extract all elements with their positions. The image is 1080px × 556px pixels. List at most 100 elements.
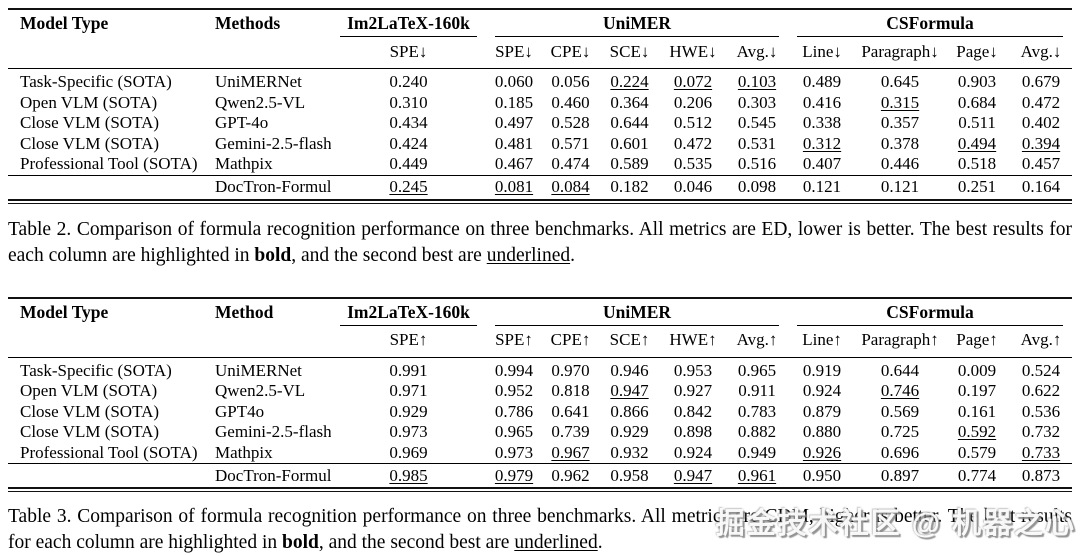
value-cell: 0.357 xyxy=(880,113,920,133)
value-cell: 0.518 xyxy=(957,154,997,174)
table-row-doctron: DocTron-Formula 0.245 0.081 0.084 0.182 … xyxy=(8,174,1073,199)
value-cell: 0.786 xyxy=(494,401,534,421)
value-cell: 0.947 xyxy=(610,381,649,401)
value-cell: 0.121 xyxy=(856,174,945,199)
value-cell: 0.589 xyxy=(610,154,649,174)
metric-header-page: Page↓ xyxy=(944,38,1011,69)
table-2-caption: Table 2. Comparison of formula recogniti… xyxy=(8,217,1072,269)
model-type-cell: Professional Tool (SOTA) xyxy=(20,442,198,462)
value-cell: 0.746 xyxy=(880,381,920,401)
value-cell: 0.947 xyxy=(660,463,726,487)
table-row: Open VLM (SOTA) Qwen2.5-VL 0.310 0.185 0… xyxy=(8,93,1072,114)
value-cell: 0.961 xyxy=(726,463,789,487)
empty-header-cell xyxy=(8,38,203,69)
table-3-block: Model Type Method Im2LaTeX-160k UniMER C… xyxy=(8,296,1073,492)
table-row: Professional Tool (SOTA) Mathpix 0.449 0… xyxy=(8,154,1072,175)
metric-header-hwe: HWE↓ xyxy=(660,38,726,69)
value-cell: 0.973 xyxy=(494,442,534,462)
metric-header-spe: SPE↑ xyxy=(331,326,486,358)
metric-header-line: Line↑ xyxy=(788,326,857,358)
caption-text: , and the second best are xyxy=(318,532,515,553)
caption-bold-word: bold xyxy=(282,532,319,553)
model-type-cell: Open VLM (SOTA) xyxy=(20,381,158,401)
table-row: Professional Tool (SOTA) Mathpix 0.969 0… xyxy=(8,443,1072,464)
method-cell: Gemini-2.5-flash xyxy=(215,422,331,442)
table-row: Close VLM (SOTA) GPT-4o 0.434 0.497 0.52… xyxy=(8,113,1072,134)
value-cell: 0.994 xyxy=(494,360,534,380)
value-cell: 0.926 xyxy=(802,442,842,462)
model-type-cell: Close VLM (SOTA) xyxy=(20,113,160,133)
value-cell: 0.338 xyxy=(802,113,842,133)
model-type-cell: Close VLM (SOTA) xyxy=(20,422,160,442)
group-header-unimer: UniMER xyxy=(486,10,788,38)
value-cell: 0.929 xyxy=(610,422,649,442)
value-cell: 0.985 xyxy=(331,463,486,487)
col-header-model-type: Model Type xyxy=(20,13,109,33)
value-cell: 0.897 xyxy=(856,463,945,487)
value-cell: 0.424 xyxy=(389,133,428,153)
value-cell: 0.962 xyxy=(542,463,599,487)
value-cell: 0.641 xyxy=(551,401,590,421)
value-cell: 0.161 xyxy=(957,401,997,421)
value-cell: 0.472 xyxy=(673,133,713,153)
method-cell: GPT-4o xyxy=(215,113,269,133)
value-cell: 0.312 xyxy=(802,133,842,153)
value-cell: 0.644 xyxy=(610,113,649,133)
value-cell: 0.644 xyxy=(880,360,920,380)
value-cell: 0.991 xyxy=(389,360,428,380)
method-cell: UniMERNet xyxy=(215,72,302,92)
table-row: Close VLM (SOTA) GPT4o 0.929 0.786 0.641… xyxy=(8,402,1072,423)
value-cell: 0.911 xyxy=(738,381,776,401)
metric-header-sce: SCE↓ xyxy=(599,38,660,69)
value-cell: 0.460 xyxy=(551,92,590,112)
value-cell: 0.164 xyxy=(1010,174,1073,199)
col-header-methods: Methods xyxy=(215,13,281,33)
value-cell: 0.474 xyxy=(551,154,590,174)
metric-header-avg: Avg.↓ xyxy=(1010,38,1073,69)
table-2-bottom-rule xyxy=(8,198,1072,204)
model-type-cell: Close VLM (SOTA) xyxy=(20,133,160,153)
value-cell: 0.098 xyxy=(726,174,789,199)
metric-header-avg: Avg.↓ xyxy=(726,38,789,69)
value-cell: 0.009 xyxy=(957,360,997,380)
value-cell: 0.528 xyxy=(551,113,590,133)
metric-header-cpe: CPE↑ xyxy=(542,326,599,358)
table-3-bottom-rule xyxy=(8,487,1072,492)
model-type-cell: Task-Specific (SOTA) xyxy=(20,72,172,92)
value-cell: 0.601 xyxy=(610,133,649,153)
value-cell: 0.545 xyxy=(737,113,777,133)
table-row: Task-Specific (SOTA) UniMERNet 0.240 0.0… xyxy=(8,69,1072,93)
value-cell: 0.696 xyxy=(880,442,920,462)
value-cell: 0.979 xyxy=(486,463,542,487)
caption-underlined-word: underlined xyxy=(514,532,598,553)
method-cell: Gemini-2.5-flash xyxy=(215,133,331,153)
value-cell: 0.592 xyxy=(957,422,997,442)
site-watermark: 掘金技术社区 @ 机器之心 xyxy=(715,508,1076,540)
value-cell: 0.732 xyxy=(1021,422,1061,442)
metric-header-spe: SPE↓ xyxy=(486,38,542,69)
value-cell: 0.084 xyxy=(542,174,599,199)
value-cell: 0.535 xyxy=(673,154,713,174)
value-cell: 0.924 xyxy=(802,381,842,401)
metric-header-page: Page↑ xyxy=(944,326,1011,358)
value-cell: 0.497 xyxy=(494,113,534,133)
value-cell: 0.622 xyxy=(1021,381,1061,401)
value-cell: 0.449 xyxy=(389,154,428,174)
table-2: Model Type Methods Im2LaTeX-160k UniMER … xyxy=(8,10,1073,199)
value-cell: 0.880 xyxy=(802,422,842,442)
value-cell: 0.774 xyxy=(944,463,1011,487)
value-cell: 0.182 xyxy=(599,174,660,199)
value-cell: 0.579 xyxy=(957,442,997,462)
value-cell: 0.882 xyxy=(737,422,777,442)
metric-header-sce: SCE↑ xyxy=(599,326,660,358)
value-cell: 0.060 xyxy=(494,72,534,92)
value-cell: 0.197 xyxy=(957,381,997,401)
method-cell: DocTron-Formula xyxy=(203,463,331,487)
metric-header-spe: SPE↓ xyxy=(331,38,486,69)
empty-header-cell xyxy=(8,326,203,358)
value-cell: 0.919 xyxy=(802,360,842,380)
value-cell: 0.185 xyxy=(494,92,534,112)
value-cell: 0.524 xyxy=(1021,360,1061,380)
caption-bold-word: bold xyxy=(254,244,292,266)
value-cell: 0.416 xyxy=(802,92,842,112)
